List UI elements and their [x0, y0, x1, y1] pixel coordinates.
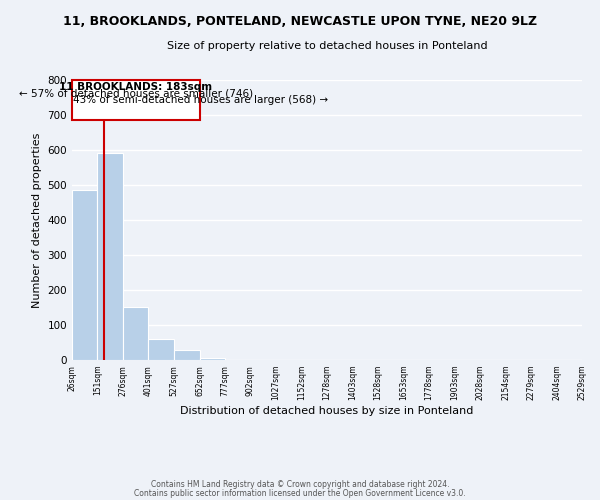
Bar [148, 338, 174, 360]
Bar [200, 358, 225, 360]
Title: Size of property relative to detached houses in Ponteland: Size of property relative to detached ho… [167, 42, 487, 51]
Bar [97, 153, 123, 360]
Bar [72, 190, 97, 360]
Text: Contains public sector information licensed under the Open Government Licence v3: Contains public sector information licen… [134, 489, 466, 498]
Text: 11 BROOKLANDS: 183sqm: 11 BROOKLANDS: 183sqm [59, 82, 212, 92]
Bar [123, 307, 148, 360]
Bar [174, 350, 200, 360]
X-axis label: Distribution of detached houses by size in Ponteland: Distribution of detached houses by size … [181, 406, 473, 416]
Text: Contains HM Land Registry data © Crown copyright and database right 2024.: Contains HM Land Registry data © Crown c… [151, 480, 449, 489]
Text: ← 57% of detached houses are smaller (746): ← 57% of detached houses are smaller (74… [19, 88, 253, 99]
Y-axis label: Number of detached properties: Number of detached properties [32, 132, 42, 308]
Text: 11, BROOKLANDS, PONTELAND, NEWCASTLE UPON TYNE, NE20 9LZ: 11, BROOKLANDS, PONTELAND, NEWCASTLE UPO… [63, 15, 537, 28]
Text: 43% of semi-detached houses are larger (568) →: 43% of semi-detached houses are larger (… [73, 94, 328, 104]
FancyBboxPatch shape [72, 80, 200, 120]
